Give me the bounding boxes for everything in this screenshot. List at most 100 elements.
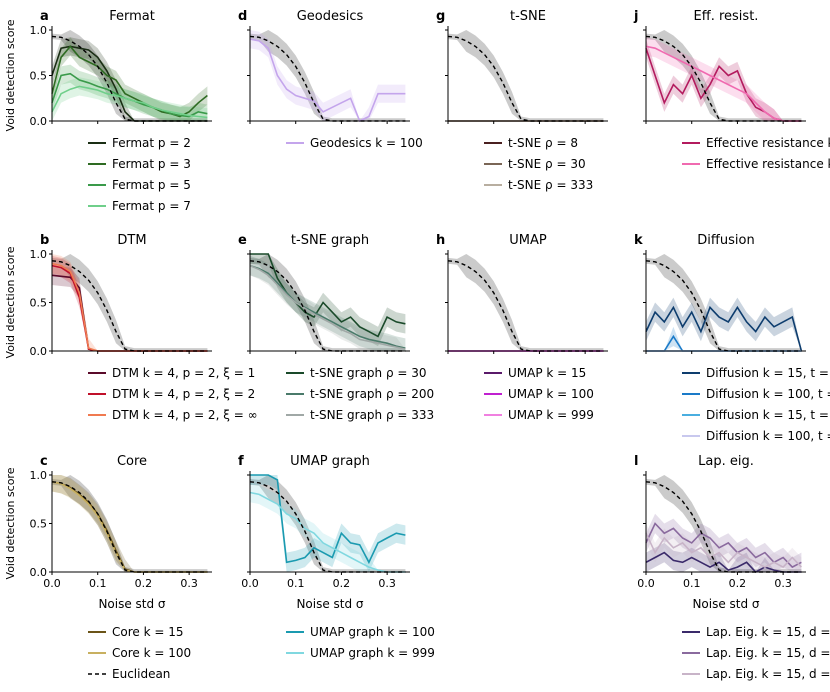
- reference-band: [646, 30, 802, 121]
- series-band: [52, 255, 208, 351]
- panel-title: UMAP graph: [290, 454, 370, 469]
- legend-label: t-SNE ρ = 30: [508, 157, 586, 171]
- legend-label: UMAP graph k = 999: [310, 646, 435, 660]
- series-line: [249, 491, 406, 573]
- reference-band: [52, 254, 208, 351]
- y-axis-label: Void detection score: [4, 19, 17, 131]
- series-line: [250, 253, 406, 338]
- reference-band: [52, 475, 208, 572]
- series-line: [645, 45, 802, 122]
- reference-band: [646, 254, 802, 351]
- panel-d: d Geodesics Geodesics k = 100: [238, 9, 423, 150]
- panel-title: DTM: [117, 233, 146, 248]
- panel-letter: f: [238, 454, 244, 469]
- legend-label: DTM k = 4, p = 2, ξ = ∞: [112, 408, 258, 422]
- panel-j: j Eff. resist. Effective resistance k = 15…: [633, 9, 830, 171]
- series-band: [52, 37, 208, 121]
- legend-label: t-SNE ρ = 8: [508, 136, 578, 150]
- legend-label: Diffusion k = 100, t = 64: [706, 429, 830, 443]
- series-band: [646, 513, 802, 572]
- x-axis-label: Noise std σ: [692, 597, 759, 611]
- x-tick-label: 0.3: [774, 577, 792, 590]
- series-band: [52, 475, 208, 572]
- panel-letter: j: [633, 9, 638, 24]
- series-band: [646, 326, 802, 351]
- series-band: [250, 255, 406, 351]
- legend-label: UMAP k = 15: [508, 366, 586, 380]
- panel-h: h UMAP UMAP k = 15 UMAP k = 100 UMAP k = 999: [436, 233, 608, 422]
- series-band: [52, 64, 208, 121]
- legend-label: UMAP k = 999: [508, 408, 594, 422]
- legend: UMAP graph k = 100 UMAP graph k = 999: [286, 625, 435, 660]
- panel-letter: d: [238, 9, 247, 24]
- reference-band: [448, 30, 604, 121]
- legend: UMAP k = 15 UMAP k = 100 UMAP k = 999: [484, 366, 594, 422]
- panel-letter: h: [436, 233, 445, 248]
- panel-letter: k: [634, 233, 643, 248]
- y-tick-label: 1.0: [30, 469, 48, 482]
- series-band: [250, 255, 406, 351]
- legend-label: Euclidean: [112, 667, 170, 681]
- series-line: [645, 522, 802, 569]
- series-line: [645, 551, 802, 573]
- x-axis-label: Noise std σ: [98, 597, 165, 611]
- reference-line: [645, 35, 802, 122]
- legend-label: UMAP graph k = 100: [310, 625, 435, 639]
- legend-label: Diffusion k = 15, t = 64: [706, 408, 830, 422]
- legend-label: Lap. Eig. k = 15, d = 5: [706, 646, 830, 660]
- y-tick-label: 0.0: [30, 566, 48, 579]
- y-axis-label: Void detection score: [4, 246, 17, 358]
- x-tick-label: 0.0: [637, 577, 655, 590]
- reference-line: [447, 35, 604, 122]
- reference-band: [250, 254, 406, 351]
- y-axis-label: Void detection score: [4, 467, 17, 579]
- reference-band: [448, 254, 604, 351]
- legend-label: t-SNE ρ = 333: [508, 178, 593, 192]
- panel-title: Geodesics: [297, 9, 364, 24]
- legend-label: Fermat p = 3: [112, 157, 191, 171]
- x-tick-label: 0.2: [333, 577, 351, 590]
- legend: Fermat p = 2 Fermat p = 3 Fermat p = 5 Ferm…: [88, 136, 191, 213]
- legend: t-SNE graph ρ = 30 t-SNE graph ρ = 200 t-S…: [286, 366, 434, 422]
- y-tick-label: 0.5: [30, 70, 48, 83]
- y-tick-label: 0.0: [30, 345, 48, 358]
- panel-f: f UMAP graph 0.0 0.1 0.2 0.3 Noise std σ UMAP g…: [238, 454, 435, 660]
- legend-label: Geodesics k = 100: [310, 136, 423, 150]
- legend-label: Fermat p = 5: [112, 178, 191, 192]
- panel-letter: e: [238, 233, 247, 248]
- legend-label: Lap. Eig. k = 15, d = 2: [706, 625, 830, 639]
- series-line: [249, 38, 406, 123]
- panel-l: l Lap. eig. 0.0 0.1 0.2 0.3 Noise std σ Lap. Ei…: [634, 454, 830, 681]
- series-band: [646, 523, 802, 572]
- series-band: [250, 30, 406, 121]
- legend: Diffusion k = 15, t = 8 Diffusion k = 100…: [682, 366, 830, 443]
- panel-letter: l: [634, 454, 638, 469]
- x-tick-label: 0.1: [683, 577, 701, 590]
- panel-title: Lap. eig.: [698, 454, 754, 469]
- panel-title: t-SNE: [510, 9, 546, 24]
- legend: Lap. Eig. k = 15, d = 2 Lap. Eig. k = 15,…: [682, 625, 830, 681]
- series-line: [250, 474, 406, 565]
- legend-label: Diffusion k = 15, t = 8: [706, 366, 830, 380]
- y-tick-label: 1.0: [30, 24, 48, 37]
- legend-label: t-SNE graph ρ = 333: [310, 408, 434, 422]
- x-tick-label: 0.3: [180, 577, 198, 590]
- panel-title: Core: [117, 454, 147, 469]
- panel-letter: g: [436, 9, 445, 24]
- x-tick-label: 0.0: [43, 577, 61, 590]
- x-tick-label: 0.3: [378, 577, 396, 590]
- legend-label: Core k = 100: [112, 646, 191, 660]
- series-line: [249, 264, 406, 349]
- panel-letter: c: [40, 454, 48, 469]
- legend-label: DTM k = 4, p = 2, ξ = 2: [112, 387, 255, 401]
- y-tick-label: 0.5: [30, 297, 48, 310]
- y-tick-label: 0.5: [30, 518, 48, 531]
- series-band: [646, 297, 802, 351]
- series-band: [52, 254, 208, 351]
- panel-a: a Fermat Void detection score 0.0 0.5 1.0 Ferm…: [4, 9, 212, 213]
- series-band: [646, 37, 802, 121]
- reference-band: [646, 475, 802, 572]
- series-band: [52, 475, 208, 572]
